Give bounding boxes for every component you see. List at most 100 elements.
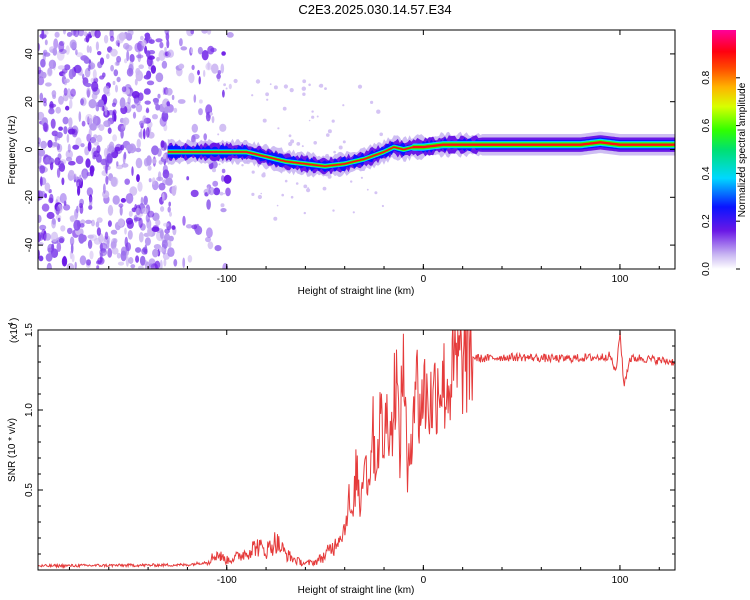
spectrogram-noise-blob xyxy=(116,33,125,44)
spectrogram-y-tick-label: 0 xyxy=(24,146,35,152)
spectrogram-noise-blob xyxy=(165,88,173,96)
spectrogram-noise-blob xyxy=(87,239,93,249)
spectrogram-speckle xyxy=(302,79,307,84)
spectrogram-noise-blob xyxy=(117,261,125,266)
spectrogram-noise-blob xyxy=(80,98,84,106)
spectrogram-noise-blob xyxy=(103,120,111,128)
spectrogram-noise-blob xyxy=(220,208,227,213)
spectrogram-noise-blob xyxy=(143,88,151,95)
spectrogram-noise-blob xyxy=(95,104,100,112)
spectrogram-speckle xyxy=(342,104,345,107)
spectrogram-noise-blob xyxy=(146,80,155,86)
spectrogram-noise-blob xyxy=(148,39,155,44)
spectrogram-speckle xyxy=(295,182,299,185)
snr-x-tick-label: 100 xyxy=(612,575,629,586)
spectrogram-noise-blob xyxy=(198,76,201,85)
spectrogram-noise-blob xyxy=(222,89,225,98)
spectrogram-noise-blob xyxy=(45,82,52,87)
spectrogram-noise-blob xyxy=(207,45,215,55)
spectrogram-noise-blob xyxy=(112,134,117,142)
spectrogram-noise-blob xyxy=(205,236,211,243)
spectrogram-noise-blob xyxy=(44,182,51,192)
spectrogram-speckle xyxy=(266,98,269,101)
spectrogram-noise-blob xyxy=(129,54,135,63)
spectrogram-noise-blob xyxy=(76,179,82,189)
spectrogram-speckle xyxy=(360,176,363,179)
spectrogram-noise-blob xyxy=(186,176,190,181)
spectrogram-noise-blob xyxy=(66,133,70,143)
spectrogram-noise-blob xyxy=(106,153,113,164)
spectrogram-noise-blob xyxy=(87,141,92,152)
spectrogram-noise-blob xyxy=(182,257,186,269)
spectrogram-noise-blob xyxy=(124,58,128,64)
spectrogram-noise-blob xyxy=(107,220,112,228)
spectrogram-speckle xyxy=(257,194,262,200)
spectrogram-noise-blob xyxy=(50,231,59,243)
spectrogram-noise-blob xyxy=(77,30,85,37)
spectrogram-noise-blob xyxy=(148,178,152,183)
spectrogram-noise-blob xyxy=(144,248,148,255)
spectrogram-speckle xyxy=(311,115,315,119)
spectrogram-noise-blob xyxy=(96,217,103,223)
spectrogram-noise-blob xyxy=(192,133,200,140)
spectrogram-speckle xyxy=(306,188,311,193)
spectrogram-noise-blob xyxy=(76,52,83,58)
spectrogram-noise-blob xyxy=(110,229,118,235)
spectrogram-noise-blob xyxy=(84,83,92,87)
spectrogram-noise-blob xyxy=(155,38,163,43)
spectrogram-speckle xyxy=(327,129,332,134)
spectrogram-noise-blob xyxy=(156,57,160,62)
spectrogram-speckle xyxy=(277,127,280,130)
spectrogram-noise-blob xyxy=(128,210,133,217)
spectrogram-heatmap xyxy=(38,30,675,269)
spectrogram-noise-blob xyxy=(173,107,178,113)
spectrogram-noise-blob xyxy=(159,116,167,127)
spectrogram-noise-blob xyxy=(102,105,105,112)
spectrogram-noise-blob xyxy=(171,94,175,101)
spectrogram-noise-blob xyxy=(206,30,212,35)
spectrogram-noise-blob xyxy=(162,169,170,179)
spectrogram-noise-blob xyxy=(190,189,199,198)
spectrogram-noise-blob xyxy=(115,84,118,93)
spectrogram-noise-blob xyxy=(188,72,195,84)
spectrogram-noise-blob xyxy=(158,182,166,191)
spectrogram-noise-blob xyxy=(53,38,59,49)
snr-y-ticks: 0.5 1.0 1.5 xyxy=(24,323,675,555)
spectrogram-noise-blob xyxy=(102,72,106,78)
spectrogram-noise-blob xyxy=(86,87,91,97)
spectrogram-speckle xyxy=(296,142,301,146)
spectrogram-noise-blob xyxy=(43,233,52,241)
spectrogram-noise-blob xyxy=(219,123,227,132)
spectrogram-noise-blob xyxy=(122,117,130,126)
spectrogram-noise-blob xyxy=(58,126,63,131)
spectrogram-noise-blob xyxy=(71,253,75,263)
spectrogram-speckle xyxy=(322,186,327,191)
spectrogram-noise-blob xyxy=(62,255,67,266)
spectrogram-noise-blob xyxy=(42,122,48,132)
spectrogram-noise-blob xyxy=(92,69,97,80)
spectrogram-noise-blob xyxy=(155,219,161,226)
spectrogram-noise-blob xyxy=(95,116,101,128)
spectrogram-noise-blob xyxy=(107,248,113,258)
spectrogram-noise-blob xyxy=(103,85,110,95)
spectrogram-noise-blob xyxy=(55,106,61,114)
spectrogram-noise-blob xyxy=(119,206,123,216)
spectrogram-noise-blob xyxy=(167,247,175,257)
spectrogram-noise-blob xyxy=(56,143,63,153)
spectrogram-noise-blob xyxy=(97,51,102,56)
spectrogram-noise-blob xyxy=(63,30,66,35)
spectrogram-noise-blob xyxy=(56,167,61,178)
spectrogram-noise-blob xyxy=(155,72,164,83)
colorbar-tick-label: 0.8 xyxy=(701,70,712,84)
spectrogram-noise-blob xyxy=(138,232,144,243)
spectrogram-noise-blob xyxy=(90,136,97,144)
spectrogram-noise-blob xyxy=(48,59,57,69)
spectrogram-noise-blob xyxy=(104,231,109,240)
spectrogram-noise-blob xyxy=(86,259,91,266)
spectrogram-noise-blob xyxy=(121,163,129,168)
spectrogram-speckle xyxy=(260,192,263,195)
spectrogram-noise-blob xyxy=(214,245,222,252)
spectrogram-noise-blob xyxy=(89,123,97,131)
spectrogram-noise-blob xyxy=(146,70,152,79)
